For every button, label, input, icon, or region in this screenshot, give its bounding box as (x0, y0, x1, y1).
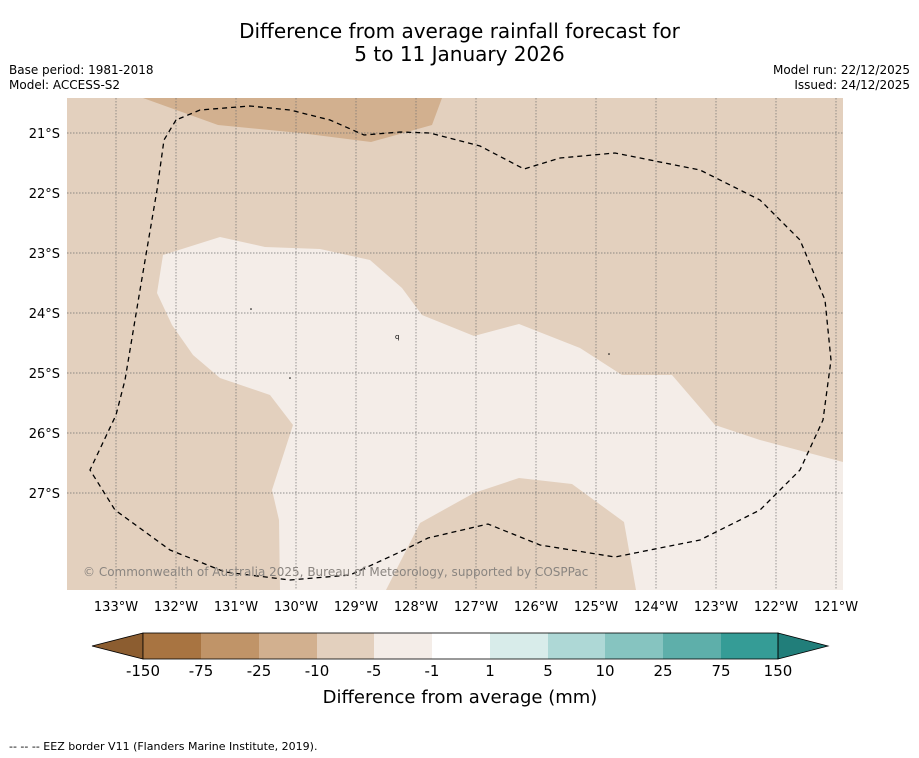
lat-label: 23°S (29, 247, 60, 262)
eez-footnote: -- -- -- EEZ border V11 (Flanders Marine… (9, 740, 318, 753)
colorbar-segment (663, 633, 721, 659)
lat-label: 21°S (29, 127, 60, 142)
island-marker (250, 308, 252, 310)
lat-label: 25°S (29, 367, 60, 382)
title-line-2: 5 to 11 January 2026 (354, 42, 565, 66)
colorbar-tick: -1 (425, 662, 440, 680)
colorbar-segment (259, 633, 317, 659)
colorbar-segment (317, 633, 374, 659)
base-period: Base period: 1981-2018 (9, 63, 154, 77)
colorbar-segment (374, 633, 432, 659)
lon-label: 133°W (94, 600, 138, 615)
map-panel: q (67, 98, 843, 590)
title-line-1: Difference from average rainfall forecas… (239, 19, 680, 43)
colorbar-tick: -5 (367, 662, 382, 680)
island-marker (608, 353, 610, 355)
colorbar-segment (548, 633, 605, 659)
colorbar-tick: 150 (764, 662, 793, 680)
colorbar-tick: 75 (711, 662, 730, 680)
island-marker (289, 377, 291, 379)
lon-label: 123°W (694, 600, 738, 615)
copyright-credit: © Commonwealth of Australia 2025, Bureau… (83, 565, 589, 579)
issued-date: Issued: 24/12/2025 (794, 78, 910, 92)
graticule (67, 98, 843, 590)
lon-label: 126°W (514, 600, 558, 615)
colorbar-tick: -150 (126, 662, 160, 680)
model-run: Model run: 22/12/2025 (772, 63, 910, 77)
lat-label: 24°S (29, 307, 60, 322)
colorbar (91, 632, 830, 660)
lat-label: 22°S (29, 187, 60, 202)
lat-labels: 21°S 22°S 23°S 24°S 25°S 26°S 27°S (29, 127, 60, 502)
island-label: q (395, 333, 399, 341)
lon-label: 128°W (394, 600, 438, 615)
lon-label: 132°W (154, 600, 198, 615)
lon-label: 122°W (754, 600, 798, 615)
colorbar-tick: 5 (543, 662, 553, 680)
colorbar-segment (721, 633, 778, 659)
colorbar-high-arrow (777, 632, 830, 660)
moderate-dry-region (157, 237, 843, 590)
colorbar-segment (605, 633, 663, 659)
colorbar-title: Difference from average (mm) (323, 687, 598, 708)
eez-border (89, 105, 832, 581)
colorbar-ticks: -150 -75 -25 -10 -5 -1 1 5 10 25 75 150 (126, 662, 792, 680)
lon-label: 121°W (814, 600, 858, 615)
lon-label: 130°W (274, 600, 318, 615)
colorbar-tick: -75 (189, 662, 214, 680)
colorbar-segment (490, 633, 548, 659)
lon-label: 125°W (574, 600, 618, 615)
colorbar-outline (142, 632, 779, 660)
colorbar-low-arrow (91, 632, 144, 660)
lat-label: 26°S (29, 427, 60, 442)
colorbar-tick: -25 (247, 662, 272, 680)
lon-label: 127°W (454, 600, 498, 615)
lon-label: 129°W (334, 600, 378, 615)
model-name: Model: ACCESS-S2 (9, 78, 121, 92)
colorbar-segment (201, 633, 259, 659)
colorbar-tick: 10 (595, 662, 614, 680)
lon-label: 131°W (214, 600, 258, 615)
colorbar-segment (143, 633, 201, 659)
colorbar-tick: 1 (485, 662, 495, 680)
lon-label: 124°W (634, 600, 678, 615)
colorbar-segment (432, 633, 490, 659)
colorbar-tick: -10 (305, 662, 330, 680)
lat-label: 27°S (29, 487, 60, 502)
colorbar-tick: 25 (653, 662, 672, 680)
lon-labels: 133°W 132°W 131°W 130°W 129°W 128°W 127°… (94, 600, 858, 615)
